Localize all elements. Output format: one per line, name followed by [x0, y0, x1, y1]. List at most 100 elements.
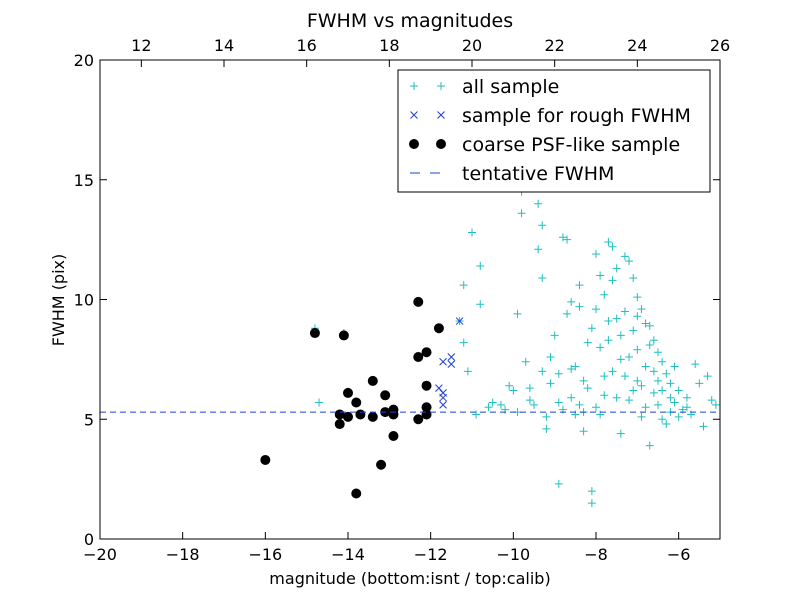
all-sample-point — [625, 352, 634, 361]
legend-label: coarse PSF-like sample — [462, 134, 680, 156]
all-sample-point — [641, 362, 650, 371]
all-sample-point — [604, 238, 613, 247]
legend-marker — [437, 111, 445, 119]
all-sample-point — [525, 396, 534, 405]
all-sample-point — [468, 228, 476, 237]
all-sample-point — [459, 338, 468, 347]
all-sample-point — [600, 391, 609, 400]
all-sample-point — [616, 355, 625, 364]
all-sample-point — [699, 422, 708, 431]
all-sample-point — [583, 338, 592, 347]
top-tick-label: 18 — [379, 36, 399, 55]
all-sample-point — [592, 305, 600, 314]
all-sample-point — [612, 264, 621, 273]
all-sample-point — [641, 403, 650, 412]
psf-like-point — [413, 296, 424, 307]
rough-fwhm-point — [439, 401, 447, 409]
psf-like-point — [413, 351, 424, 362]
legend-label: sample for rough FWHM — [462, 105, 691, 127]
all-sample-point — [575, 400, 584, 409]
all-sample-point — [587, 487, 596, 496]
psf-like-point — [421, 380, 432, 391]
all-sample-point — [525, 384, 534, 393]
x-tick-label: −12 — [414, 545, 448, 564]
all-sample-point — [703, 372, 712, 381]
all-sample-point — [620, 252, 629, 261]
legend: all sample sample for rough FWHM coarse PS… — [397, 69, 711, 193]
all-sample-point — [587, 324, 596, 333]
top-tick-label: 20 — [462, 36, 482, 55]
all-sample-point — [530, 400, 538, 409]
rough-fwhm-point — [455, 317, 464, 325]
all-sample-point — [542, 412, 551, 421]
psf-like-point — [413, 414, 424, 425]
all-sample-point — [633, 293, 642, 302]
psf-like-point — [433, 323, 444, 334]
rough-fwhm-point — [439, 357, 447, 366]
all-sample-point — [509, 386, 518, 395]
all-sample-point — [538, 367, 547, 376]
all-sample-point — [517, 209, 526, 218]
all-sample-point — [633, 345, 642, 354]
all-sample-point — [600, 290, 609, 299]
all-sample-point — [674, 386, 683, 395]
all-sample-point — [658, 386, 667, 395]
x-tick-label: −10 — [496, 545, 530, 564]
top-x-axis: 12 14 16 18 20 22 24 26 — [131, 36, 730, 67]
y-tick-label: 20 — [74, 51, 94, 70]
all-sample-point — [513, 309, 522, 318]
all-sample-point — [488, 398, 497, 407]
all-sample-point — [641, 319, 650, 328]
all-sample-point — [666, 393, 675, 402]
all-sample-point — [707, 396, 716, 405]
all-sample-point — [534, 199, 543, 208]
legend-label: all sample — [462, 76, 559, 98]
top-tick-label: 14 — [214, 36, 234, 55]
psf-like-point — [367, 411, 378, 422]
all-sample-point — [608, 242, 617, 251]
all-sample-point — [637, 412, 646, 421]
all-sample-point — [645, 441, 654, 450]
psf-like-point — [421, 347, 432, 358]
all-sample-point — [534, 245, 543, 254]
all-sample-point — [596, 271, 605, 280]
all-sample-point — [476, 300, 485, 309]
chart-title: FWHM vs magnitudes — [307, 10, 513, 32]
all-sample-point — [670, 398, 679, 407]
y-tick-label: 0 — [84, 530, 94, 549]
top-tick-label: 22 — [544, 36, 564, 55]
all-sample-point — [629, 273, 638, 282]
rough-fwhm-point — [447, 360, 456, 369]
x-tick-label: −14 — [331, 545, 365, 564]
all-sample-point — [658, 415, 667, 424]
all-sample-point — [567, 393, 576, 402]
psf-like-point — [334, 419, 345, 430]
psf-like-point — [351, 397, 362, 408]
y-tick-label: 15 — [74, 171, 94, 190]
all-sample-point — [583, 384, 592, 393]
all-sample-point — [649, 388, 658, 397]
all-sample-point — [604, 336, 613, 345]
all-sample-point — [612, 393, 621, 402]
all-sample-point — [315, 398, 324, 407]
x-tick-label: −8 — [584, 545, 608, 564]
psf-like-point — [334, 409, 345, 420]
all-sample-point — [558, 233, 567, 242]
legend-marker — [410, 82, 418, 90]
all-sample-point — [666, 379, 675, 388]
all-sample-point — [459, 281, 468, 290]
psf-like-point — [355, 409, 366, 420]
all-sample-point — [563, 309, 572, 318]
all-sample-point — [579, 427, 588, 436]
all-sample-point — [625, 257, 634, 266]
all-sample-point — [554, 398, 563, 407]
all-sample-point — [592, 403, 600, 412]
y-axis: 0 5 10 15 20 — [74, 51, 720, 549]
all-sample-point — [662, 420, 671, 429]
all-sample-point — [587, 499, 596, 508]
all-sample-point — [633, 312, 642, 321]
all-sample-point — [633, 376, 642, 385]
all-sample-point — [554, 369, 563, 378]
all-sample-point — [637, 305, 646, 314]
